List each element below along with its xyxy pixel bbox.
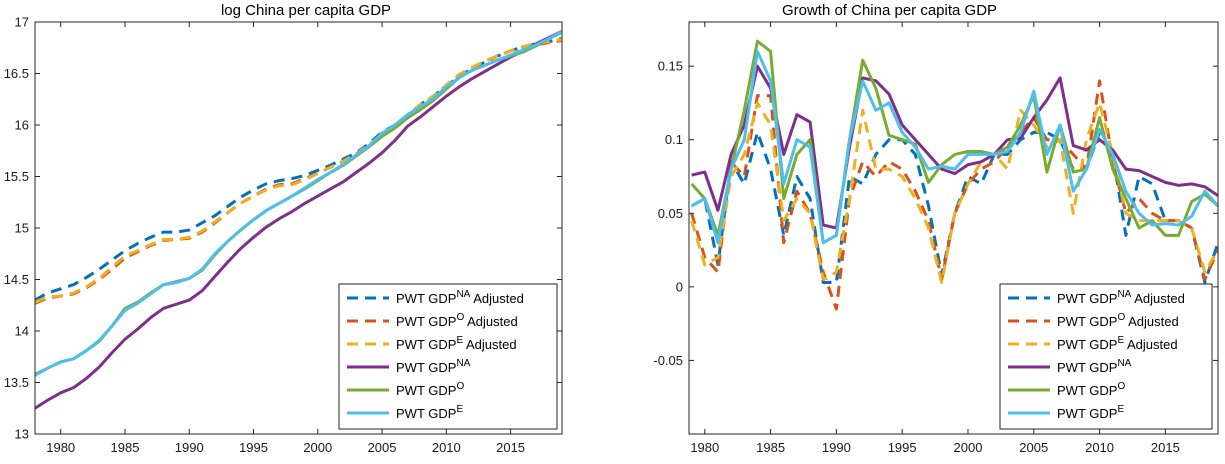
chart-gdp-growth: Growth of China per capita GDP 1980 1985 1… [653,2,1219,455]
x-tick-label: 1995 [888,440,917,455]
legend-entry: PWT GDPE [1057,404,1124,421]
legend-entry: PWT GDPO Adjusted [1057,312,1179,329]
y-tick-label: 0.05 [658,206,683,221]
x-tick-label: 2005 [1019,440,1048,455]
legend-entry: PWT GDPE Adjusted [1057,335,1178,352]
y-tick-label: 0 [676,279,683,294]
y-tick-label: 15.5 [4,169,29,184]
series-line-1 [690,79,1218,311]
y-tick-label: -0.05 [653,353,683,368]
y-tick-label: 16 [15,118,29,133]
series-line-3 [691,64,1218,230]
y-tick-label: 17 [15,15,29,30]
legend: PWT GDPNA Adjusted PWT GDPO Adjusted PWT G… [338,283,558,430]
legend-entry: PWT GDPNA Adjusted [396,289,524,306]
series-line-0 [35,37,562,302]
x-tick-label: 1980 [690,440,719,455]
x-tick-label: 2005 [368,440,397,455]
series-line-2 [690,101,1218,284]
x-tick-label: 1995 [239,440,268,455]
legend-entry: PWT GDPNA Adjusted [1057,289,1185,306]
legend-box [999,283,1213,430]
x-tick-label: 2010 [432,440,461,455]
series-line-3 [35,29,562,410]
series-line-2 [35,38,562,304]
x-tick-label: 1990 [822,440,851,455]
y-tick-label: 14.5 [4,272,29,287]
chart-title: log China per capita GDP [221,2,391,19]
y-tick-label: 0.1 [665,132,683,147]
legend-entry: PWT GDPO Adjusted [396,312,518,329]
y-tick-label: 15 [15,221,29,236]
x-tick-label: 2015 [1151,440,1180,455]
chart-title: Growth of China per capita GDP [782,2,997,19]
plot-frame [688,21,1219,435]
x-tick-label: 1980 [46,440,75,455]
x-tick-label: 1985 [756,440,785,455]
chart-log-gdp: log China per capita GDP 1980 1985 1990 199… [4,2,563,455]
x-tick-label: 2000 [303,440,332,455]
y-tick-label: 14 [15,324,29,339]
legend-entry: PWT GDPO [1057,381,1125,398]
legend-entry: PWT GDPE Adjusted [396,335,517,352]
x-tick-label: 1990 [175,440,204,455]
series-line-5 [35,29,562,377]
series-group [690,39,1218,311]
x-tick-label: 2015 [496,440,525,455]
legend-box [338,283,558,430]
legend-entry: PWT GDPNA [396,358,471,375]
x-tick-label: 2010 [1085,440,1114,455]
legend: PWT GDPNA Adjusted PWT GDPO Adjusted PWT G… [999,283,1213,430]
y-tick-label: 13.5 [4,375,29,390]
y-tick-label: 13 [15,427,29,442]
x-tick-label: 2000 [954,440,983,455]
legend-entry: PWT GDPNA [1057,358,1132,375]
series-line-5 [690,49,1218,245]
y-tick-label: 0.15 [658,59,683,74]
legend-entry: PWT GDPE [396,404,463,421]
legend-entry: PWT GDPO [396,381,464,398]
series-group [35,29,562,410]
x-tick-label: 1985 [111,440,140,455]
y-tick-label: 16.5 [4,66,29,81]
